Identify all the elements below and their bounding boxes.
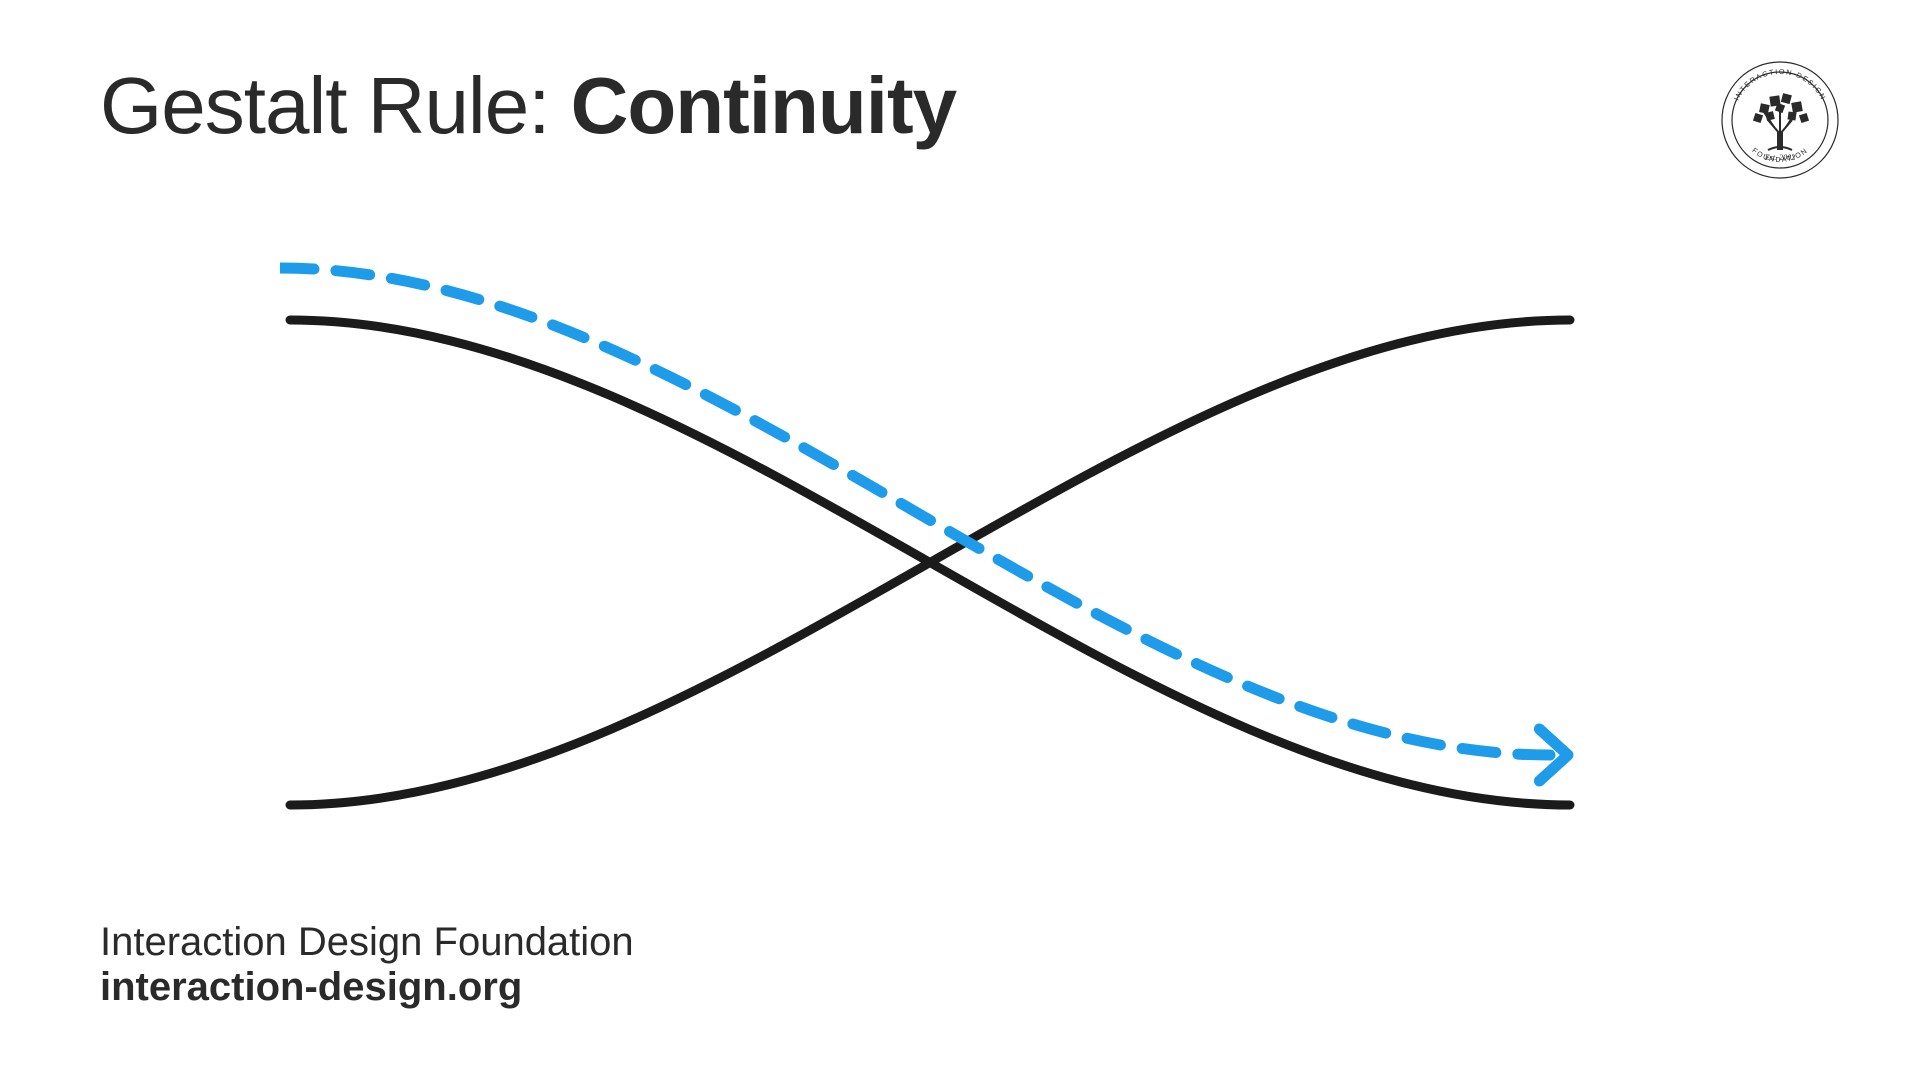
footer-url: interaction-design.org <box>100 965 634 1010</box>
org-logo: INTERACTION DESIGN FOUNDATION <box>1720 60 1840 180</box>
continuity-diagram <box>280 250 1580 810</box>
logo-est-text: Est. 2002 <box>1764 153 1795 162</box>
title-bold: Continuity <box>571 61 956 150</box>
footer-org: Interaction Design Foundation <box>100 920 634 965</box>
title-prefix: Gestalt Rule: <box>100 61 571 150</box>
footer: Interaction Design Foundation interactio… <box>100 920 634 1010</box>
page-title: Gestalt Rule: Continuity <box>100 60 956 152</box>
dashed-continuity-line <box>280 268 1550 755</box>
logo-tree-icon <box>1753 93 1809 150</box>
